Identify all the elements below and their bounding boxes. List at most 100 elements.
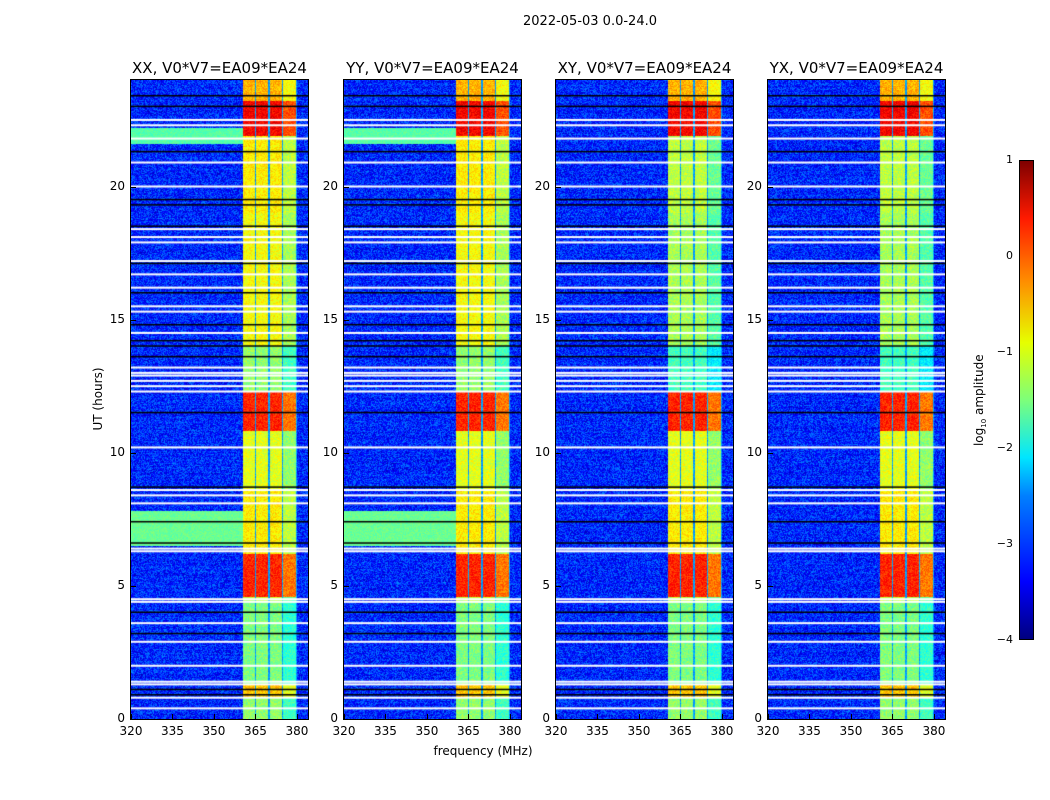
panel-xy (555, 79, 734, 720)
y-tick-label: 0 (330, 711, 338, 725)
heatmap-xy (556, 80, 733, 719)
x-tick-label: 380 (498, 724, 522, 738)
x-tick-mark (721, 714, 723, 719)
x-tick-label: 350 (415, 724, 439, 738)
y-axis-label: UT (hours) (91, 367, 105, 431)
panel-title-xx: XX, V0*V7=EA09*EA24 (132, 59, 307, 77)
colorbar-tick-label: 1 (1006, 153, 1013, 166)
x-tick-label: 380 (922, 724, 946, 738)
y-tick-mark (768, 186, 773, 188)
x-tick-mark (296, 714, 298, 719)
x-tick-label: 365 (669, 724, 692, 738)
y-tick-mark (344, 319, 349, 321)
y-tick-label: 10 (534, 444, 550, 459)
y-tick-label: 20 (534, 178, 550, 193)
y-tick-label: 20 (109, 178, 125, 193)
x-tick-label: 380 (710, 724, 734, 738)
colorbar-tick-label: 0 (1006, 249, 1013, 262)
y-tick-mark (768, 585, 773, 587)
y-tick-label: 10 (746, 444, 762, 459)
colorbar-label: log10 amplitude (972, 300, 988, 500)
y-tick-label: 15 (322, 311, 338, 326)
y-tick-label: 15 (746, 311, 762, 326)
x-tick-mark (131, 714, 132, 719)
y-tick-label: 5 (117, 577, 125, 592)
y-tick-label: 20 (746, 178, 762, 193)
x-tick-mark (892, 714, 894, 719)
panel-yy (343, 79, 522, 720)
y-tick-mark (344, 452, 349, 454)
colorbar-label-sub: 10 (980, 418, 989, 428)
y-tick-mark (131, 585, 136, 587)
panel-yx (767, 79, 946, 720)
y-tick-mark (556, 319, 561, 321)
y-tick-label: 5 (754, 577, 762, 592)
colorbar-label-suffix: amplitude (971, 354, 986, 419)
y-tick-mark (344, 585, 349, 587)
x-axis-label: frequency (MHz) (433, 744, 533, 758)
y-tick-label: 5 (330, 577, 338, 592)
panel-title-yx: YX, V0*V7=EA09*EA24 (769, 59, 944, 77)
y-tick-label: 5 (542, 577, 550, 592)
x-tick-mark (468, 714, 470, 719)
x-tick-mark (172, 714, 174, 719)
y-tick-mark (131, 452, 136, 454)
x-tick-mark (809, 714, 811, 719)
y-tick-label: 0 (754, 711, 762, 725)
x-tick-label: 335 (798, 724, 821, 738)
y-tick-label: 0 (542, 711, 550, 725)
x-tick-label: 320 (756, 724, 780, 738)
y-tick-mark (131, 186, 136, 188)
x-tick-mark (344, 714, 345, 719)
y-tick-mark (556, 585, 561, 587)
x-tick-label: 365 (881, 724, 904, 738)
x-tick-mark (850, 714, 852, 719)
y-tick-mark (131, 719, 136, 720)
y-tick-label: 0 (117, 711, 125, 725)
colorbar-label-prefix: log (971, 427, 986, 447)
x-tick-label: 335 (374, 724, 397, 738)
x-tick-label: 320 (119, 724, 143, 738)
y-tick-mark (768, 319, 773, 321)
x-tick-mark (597, 714, 599, 719)
y-tick-mark (131, 319, 136, 321)
x-tick-label: 365 (457, 724, 480, 738)
x-tick-label: 365 (244, 724, 267, 738)
heatmap-yy (344, 80, 521, 719)
x-tick-label: 350 (202, 724, 226, 738)
y-tick-mark (556, 452, 561, 454)
x-tick-label: 335 (161, 724, 184, 738)
y-tick-label: 15 (534, 311, 550, 326)
y-tick-mark (768, 719, 773, 720)
y-tick-mark (556, 186, 561, 188)
x-tick-label: 350 (627, 724, 651, 738)
x-tick-mark (933, 714, 935, 719)
figure-title: 2022-05-03 0.0-24.0 (523, 14, 657, 29)
x-tick-mark (680, 714, 682, 719)
colorbar-tick-label: −4 (996, 633, 1013, 646)
x-tick-label: 320 (332, 724, 356, 738)
x-tick-mark (556, 714, 557, 719)
x-tick-label: 335 (586, 724, 609, 738)
x-tick-mark (638, 714, 640, 719)
panel-xx (130, 79, 309, 720)
y-tick-mark (344, 186, 349, 188)
y-tick-mark (344, 719, 349, 720)
y-tick-label: 10 (322, 444, 338, 459)
colorbar-tick-label: −3 (996, 537, 1013, 550)
x-tick-mark (385, 714, 387, 719)
y-tick-label: 15 (109, 311, 125, 326)
y-tick-mark (768, 452, 773, 454)
heatmap-xx (131, 80, 308, 719)
panel-title-xy: XY, V0*V7=EA09*EA24 (557, 59, 732, 77)
x-tick-label: 380 (285, 724, 309, 738)
x-tick-mark (509, 714, 511, 719)
x-tick-mark (426, 714, 428, 719)
x-tick-mark (255, 714, 257, 719)
y-tick-label: 10 (109, 444, 125, 459)
x-tick-mark (768, 714, 769, 719)
x-tick-label: 320 (544, 724, 568, 738)
x-tick-label: 350 (839, 724, 863, 738)
panel-title-yy: YY, V0*V7=EA09*EA24 (346, 59, 519, 77)
